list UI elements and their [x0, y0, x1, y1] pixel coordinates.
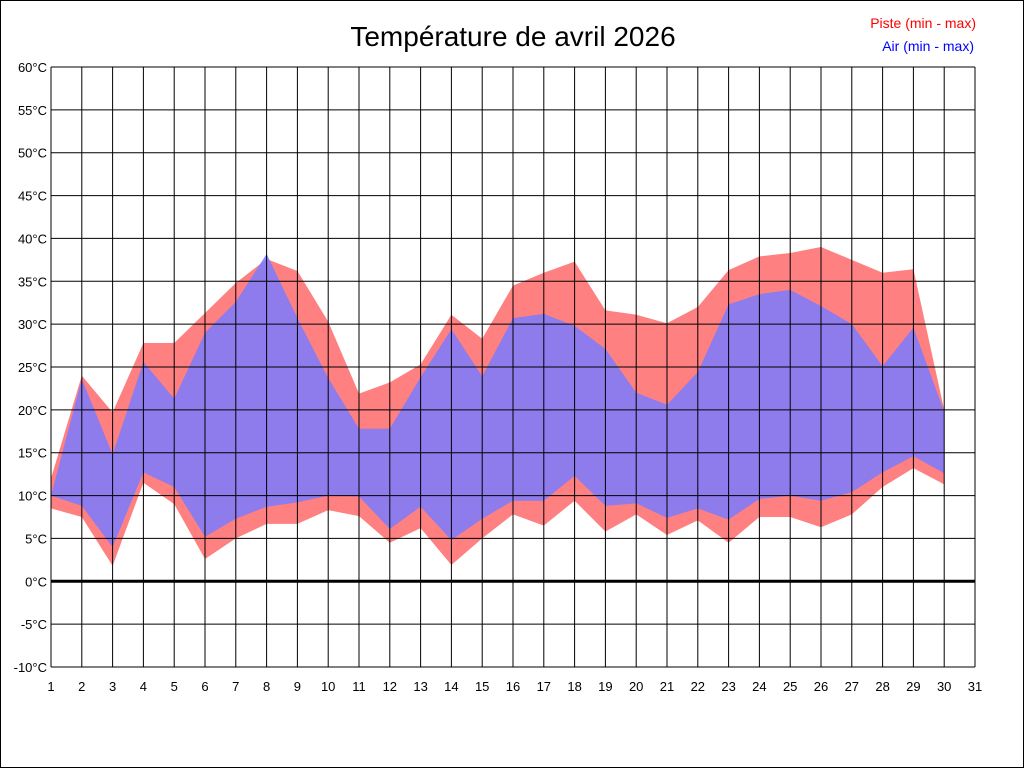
x-tick-label: 6: [201, 679, 208, 694]
y-tick-label: -10°C: [14, 660, 47, 675]
y-tick-label: 20°C: [18, 403, 47, 418]
x-tick-label: 20: [629, 679, 643, 694]
x-tick-label: 2: [78, 679, 85, 694]
y-tick-label: 55°C: [18, 103, 47, 118]
y-tick-label: 50°C: [18, 146, 47, 161]
x-tick-label: 18: [567, 679, 581, 694]
grid-layer: [50, 66, 976, 668]
y-tick-label: 5°C: [25, 531, 47, 546]
tick-labels-layer: 60°C55°C50°C45°C40°C35°C30°C25°C20°C15°C…: [14, 60, 983, 694]
area-series-layer: [51, 247, 945, 566]
legend-entry-piste: Piste (min - max): [870, 15, 976, 31]
x-tick-label: 29: [906, 679, 920, 694]
y-tick-label: 15°C: [18, 446, 47, 461]
x-tick-label: 14: [444, 679, 458, 694]
legend-entry-air: Air (min - max): [882, 38, 974, 54]
y-tick-label: 0°C: [25, 574, 47, 589]
x-tick-label: 3: [109, 679, 116, 694]
x-tick-label: 30: [937, 679, 951, 694]
x-tick-label: 1: [47, 679, 54, 694]
x-tick-label: 19: [598, 679, 612, 694]
y-tick-label: 25°C: [18, 360, 47, 375]
chart-title: Température de avril 2026: [350, 21, 675, 52]
x-tick-label: 16: [506, 679, 520, 694]
y-tick-label: 45°C: [18, 189, 47, 204]
x-tick-label: 26: [814, 679, 828, 694]
x-tick-label: 13: [413, 679, 427, 694]
x-tick-label: 23: [721, 679, 735, 694]
air-range-area: [51, 253, 945, 547]
x-tick-label: 9: [294, 679, 301, 694]
x-tick-label: 28: [875, 679, 889, 694]
y-tick-label: 10°C: [18, 489, 47, 504]
x-tick-label: 31: [968, 679, 982, 694]
x-tick-label: 5: [171, 679, 178, 694]
x-tick-label: 21: [660, 679, 674, 694]
x-tick-label: 10: [321, 679, 335, 694]
x-tick-label: 4: [140, 679, 147, 694]
x-tick-label: 25: [783, 679, 797, 694]
y-tick-label: 60°C: [18, 60, 47, 75]
x-tick-label: 7: [232, 679, 239, 694]
y-tick-label: 35°C: [18, 274, 47, 289]
y-tick-label: 30°C: [18, 317, 47, 332]
x-tick-label: 27: [845, 679, 859, 694]
x-tick-label: 22: [691, 679, 705, 694]
x-tick-label: 15: [475, 679, 489, 694]
x-tick-label: 8: [263, 679, 270, 694]
x-tick-label: 17: [537, 679, 551, 694]
y-tick-label: -5°C: [21, 617, 47, 632]
x-tick-label: 12: [383, 679, 397, 694]
x-tick-label: 11: [352, 679, 366, 694]
y-tick-label: 40°C: [18, 231, 47, 246]
x-tick-label: 24: [752, 679, 766, 694]
